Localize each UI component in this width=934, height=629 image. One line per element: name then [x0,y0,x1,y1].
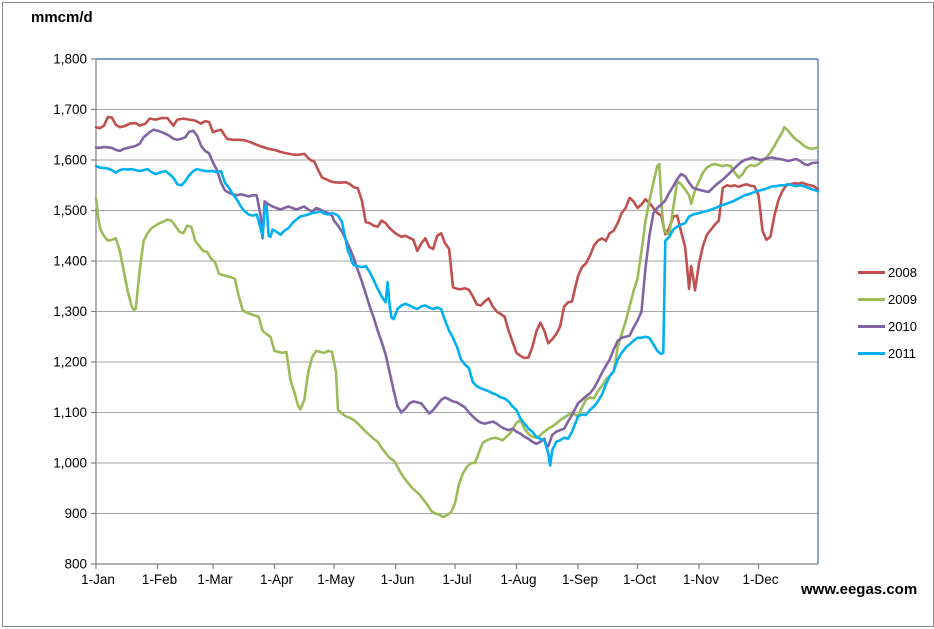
x-tick-label-1-Nov: 1-Nov [683,572,719,587]
x-tick-label-1-Jul: 1-Jul [442,572,471,587]
series-line-2009 [94,125,820,519]
legend-swatch-2008 [858,271,885,274]
watermark-link: www.eegas.com [801,581,918,598]
x-tick-label-1-Dec: 1-Dec [742,572,778,587]
legend-label-2009: 2009 [888,292,917,307]
y-tick-label-1300: 1,300 [53,304,87,319]
y-tick-label-1100: 1,100 [53,405,87,420]
x-tick-label-1-May: 1-May [317,572,355,587]
series-line-2008 [94,115,820,360]
legend: 2008 2009 2010 2011 [858,264,917,362]
x-tick-label-1-Apr: 1-Apr [260,572,294,587]
y-tick-label-900: 900 [64,506,87,521]
legend-label-2008: 2008 [888,265,917,280]
x-tick-label-1-Mar: 1-Mar [197,572,233,587]
legend-item-2011: 2011 [858,345,917,362]
x-tick-label-1-Feb: 1-Feb [142,572,177,587]
chart-svg: 800 900 1,000 1,100 1,200 1,300 1,400 1,500 1,60… [53,52,820,587]
x-tick-label-1-Sep: 1-Sep [562,572,598,587]
legend-item-2010: 2010 [858,318,917,335]
legend-swatch-2011 [858,352,885,355]
legend-label-2011: 2011 [888,346,916,361]
legend-swatch-2010 [858,325,885,328]
y-tick-label-1500: 1,500 [53,203,87,218]
x-tick-label-1-Jan: 1-Jan [81,572,115,587]
legend-item-2008: 2008 [858,264,917,281]
legend-label-2010: 2010 [888,319,917,334]
y-tick-label-1000: 1,000 [53,456,87,471]
y-tick-label-1400: 1,400 [53,254,87,269]
x-tick-label-1-Jun: 1-Jun [381,572,415,587]
y-tick-label-1600: 1,600 [53,153,87,168]
chart-title: mmcm/d [31,9,93,26]
y-tick-label-1700: 1,700 [53,102,87,117]
legend-swatch-2009 [858,298,885,301]
series-line-2011 [94,164,820,467]
x-tick-label-1-Oct: 1-Oct [623,572,656,587]
y-tick-label-1800: 1,800 [53,52,87,67]
y-tick-label-800: 800 [64,557,87,572]
x-tick-label-1-Aug: 1-Aug [500,572,536,587]
series-line-2010 [94,128,820,448]
legend-item-2009: 2009 [858,291,917,308]
y-tick-label-1200: 1,200 [53,355,87,370]
